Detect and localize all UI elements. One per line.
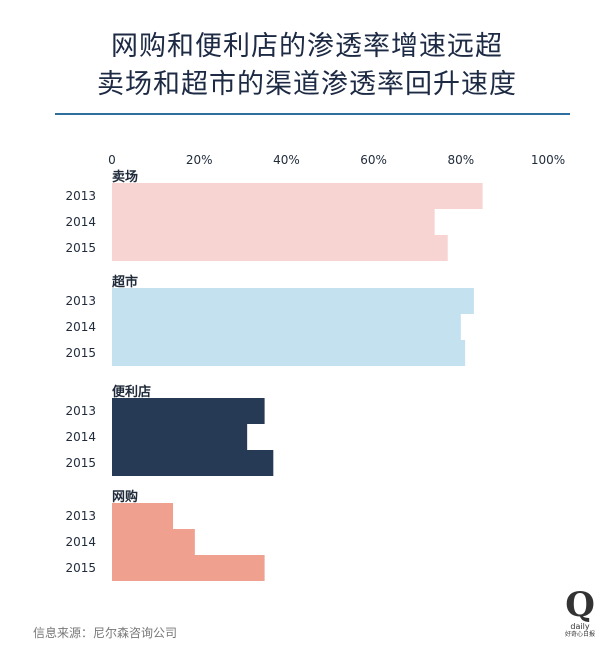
year-label: 2014 (65, 320, 96, 334)
x-tick-label: 20% (186, 153, 213, 167)
year-label: 2014 (65, 215, 96, 229)
year-label: 2015 (65, 561, 96, 575)
bar (112, 424, 248, 450)
bar (112, 340, 466, 366)
bar-chart: 0 20% 40% 60% 80% 100% 卖场 2013 2014 2015 超市 2013 201… (65, 153, 565, 581)
year-label: 2015 (65, 241, 96, 255)
year-label: 2014 (65, 535, 96, 549)
bar (112, 183, 483, 209)
title-line-2: 卖场和超市的渠道渗透率回升速度 (97, 69, 517, 100)
bar (112, 503, 174, 529)
bar (112, 235, 448, 261)
x-tick-label: 80% (447, 153, 474, 167)
group-label: 网购 (112, 489, 138, 505)
x-tick-label: 0 (108, 153, 116, 167)
year-label: 2015 (65, 346, 96, 360)
year-label: 2013 (65, 404, 96, 418)
title-line-1: 网购和便利店的渗透率增速远超 (111, 31, 503, 62)
logo-mark: Q (565, 585, 595, 625)
year-label: 2015 (65, 456, 96, 470)
title-divider (55, 113, 570, 115)
x-tick-label: 100% (531, 153, 565, 167)
bar (112, 288, 474, 314)
year-label: 2013 (65, 294, 96, 308)
logo-caption: 好奇心日报 (564, 631, 595, 638)
bar (112, 209, 435, 235)
bar (112, 555, 265, 581)
chart-title: 网购和便利店的渗透率增速远超 卖场和超市的渠道渗透率回升速度 (0, 28, 614, 104)
bar (112, 450, 274, 476)
year-label: 2013 (65, 509, 96, 523)
qdaily-logo: Q daily 好奇心日报 (560, 588, 600, 639)
bar (112, 314, 461, 340)
logo-word: daily (570, 622, 590, 631)
group-label: 便利店 (112, 384, 151, 400)
x-tick-label: 60% (360, 153, 387, 167)
year-label: 2013 (65, 189, 96, 203)
x-tick-label: 40% (273, 153, 300, 167)
year-label: 2014 (65, 430, 96, 444)
group-label: 超市 (112, 274, 138, 290)
group-label: 卖场 (112, 169, 138, 185)
source-note: 信息来源：尼尔森咨询公司 (33, 626, 178, 640)
bar (112, 398, 265, 424)
bar (112, 529, 195, 555)
